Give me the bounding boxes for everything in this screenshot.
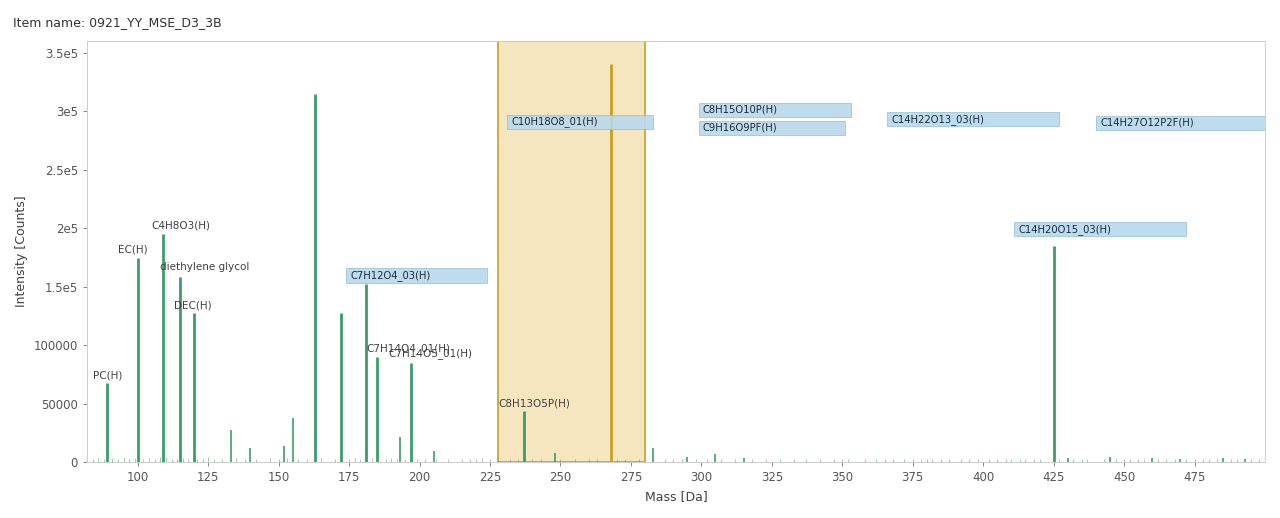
Text: C7H14O4_01(H): C7H14O4_01(H): [366, 342, 451, 353]
Text: C8H15O10P(H): C8H15O10P(H): [703, 105, 778, 115]
Text: diethylene glycol: diethylene glycol: [160, 262, 250, 271]
Bar: [887, 112, 1060, 126]
Bar: [699, 121, 845, 135]
Y-axis label: Intensity [Counts]: Intensity [Counts]: [15, 196, 28, 308]
Text: C14H20O15_03(H): C14H20O15_03(H): [1019, 224, 1111, 235]
Text: C9H16O9PF(H): C9H16O9PF(H): [703, 123, 777, 133]
Bar: [507, 114, 653, 128]
Text: EC(H): EC(H): [118, 244, 147, 254]
Bar: [498, 41, 645, 463]
Bar: [1014, 222, 1187, 236]
Text: C14H22O13_03(H): C14H22O13_03(H): [892, 114, 984, 125]
Bar: [1096, 116, 1267, 130]
Bar: [347, 268, 488, 283]
Text: C7H14O5_01(H): C7H14O5_01(H): [389, 349, 472, 359]
Text: PC(H): PC(H): [92, 370, 122, 380]
Text: DEC(H): DEC(H): [174, 300, 212, 310]
Text: C4H8O3(H): C4H8O3(H): [152, 221, 211, 231]
Bar: [699, 103, 851, 117]
X-axis label: Mass [Da]: Mass [Da]: [645, 490, 708, 503]
Text: C8H13O5P(H): C8H13O5P(H): [498, 398, 571, 409]
Text: C14H27O12P2F(H): C14H27O12P2F(H): [1100, 118, 1194, 128]
Text: C10H18O8_01(H): C10H18O8_01(H): [511, 116, 598, 127]
Text: C7H12O4_03(H): C7H12O4_03(H): [351, 270, 430, 281]
Text: Item name: 0921_YY_MSE_D3_3B: Item name: 0921_YY_MSE_D3_3B: [13, 16, 221, 28]
